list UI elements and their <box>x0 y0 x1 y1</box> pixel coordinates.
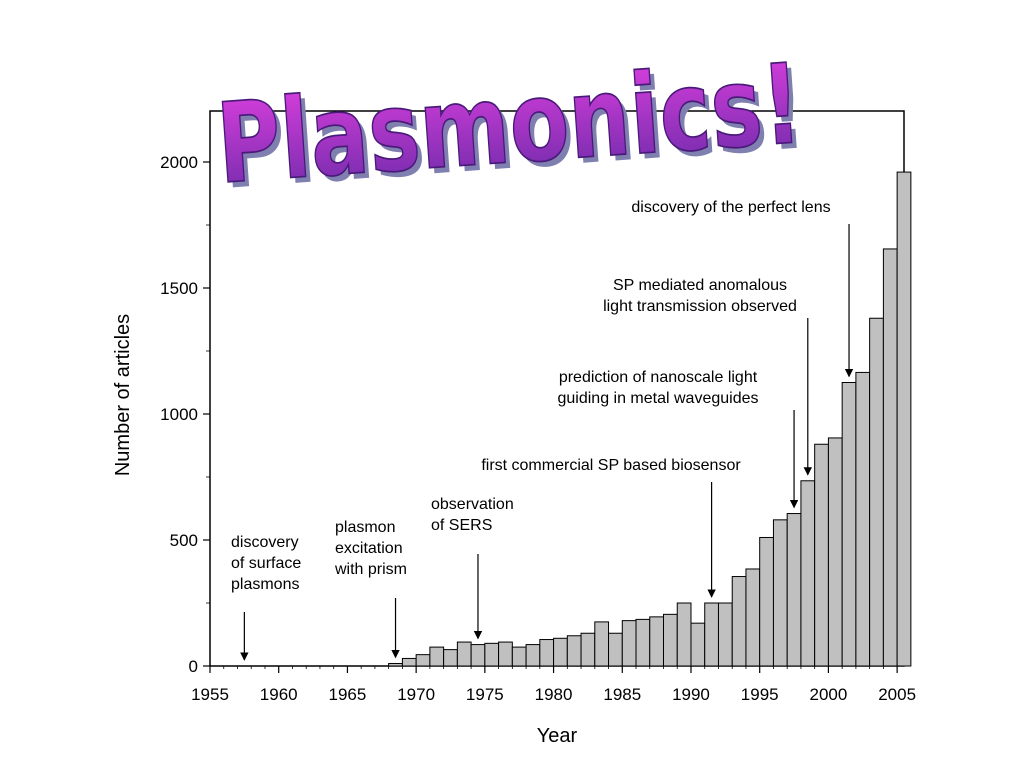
annotation-text: guiding in metal waveguides <box>557 390 758 407</box>
bar-1973 <box>456 641 472 667</box>
bar-2002 <box>855 371 871 667</box>
bar-1993 <box>731 576 747 667</box>
headline-wordart: Plasmonics! Plasmonics! <box>212 40 810 215</box>
y-tick-label: 1000 <box>160 405 198 424</box>
annotation-1: discovery of surface plasmons <box>231 534 301 661</box>
bar-2003 <box>869 317 884 667</box>
annotation-text: light transmission observed <box>603 298 797 315</box>
bar-1992 <box>717 602 733 667</box>
annotation-3: observation of SERS <box>431 496 514 640</box>
x-axis-title: Year <box>537 725 578 747</box>
bar-1988 <box>663 613 678 667</box>
bar-1980 <box>553 637 568 667</box>
annotation-text: SP mediated anomalous <box>613 277 787 294</box>
bar-1989 <box>676 602 692 667</box>
bar-1990 <box>690 622 706 667</box>
annotation-text: first commercial SP based biosensor <box>481 457 741 474</box>
bar-1994 <box>745 568 761 667</box>
x-tick-label: 1995 <box>741 685 779 704</box>
y-tick-label: 0 <box>189 657 198 676</box>
bar-1983 <box>594 621 610 667</box>
bar-2001 <box>841 382 857 667</box>
bar-1978 <box>525 644 541 667</box>
bar-1995 <box>759 536 774 667</box>
bar-1976 <box>498 641 513 667</box>
bar-1977 <box>511 646 527 667</box>
x-tick-label: 1955 <box>191 685 229 704</box>
bar-1981 <box>566 635 582 667</box>
x-tick-label: 1965 <box>329 685 367 704</box>
y-tick-label: 2000 <box>160 153 198 172</box>
annotation-text: discovery <box>231 534 299 551</box>
annotation-5: prediction of nanoscale light guiding in … <box>557 369 799 509</box>
x-tick-label: 2000 <box>810 685 848 704</box>
annotation-text: discovery of the perfect lens <box>631 199 830 216</box>
y-axis: 0 500 1000 1500 2000 <box>160 153 210 676</box>
annotation-6: SP mediated anomalous light transmission … <box>603 277 812 476</box>
x-axis: 1955 1960 1965 1970 1975 1980 1985 1990 1995 2000… <box>191 666 916 704</box>
headline-text: Plasmonics! <box>213 40 806 209</box>
x-tick-label: 1985 <box>603 685 641 704</box>
x-tick-label: 1975 <box>466 685 504 704</box>
x-tick-label: 1990 <box>672 685 710 704</box>
bar-1991 <box>704 602 719 667</box>
bar-1979 <box>539 639 555 667</box>
bar-1972 <box>443 649 458 667</box>
bar-1998 <box>800 480 816 667</box>
x-tick-label: 1980 <box>535 685 573 704</box>
annotation-7: discovery of the perfect lens <box>631 199 854 378</box>
x-tick-label: 2005 <box>878 685 916 704</box>
bar-1999 <box>814 443 829 667</box>
bar-series <box>388 171 912 667</box>
annotation-text: with prism <box>334 561 407 578</box>
annotation-text: plasmons <box>231 576 299 593</box>
bar-1975 <box>484 642 500 667</box>
annotation-text: of surface <box>231 555 301 572</box>
y-axis-title: Number of articles <box>112 314 134 476</box>
annotation-text: plasmon <box>335 519 395 536</box>
annotations: discovery of surface plasmons plasmon excita… <box>231 199 854 661</box>
x-tick-label: 1970 <box>397 685 435 704</box>
y-tick-label: 500 <box>170 531 198 550</box>
x-tick-label: 1960 <box>260 685 298 704</box>
bar-1987 <box>649 616 665 667</box>
annotation-4: first commercial SP based biosensor <box>481 457 741 598</box>
bar-2004 <box>882 248 898 667</box>
annotation-text: observation <box>431 496 514 513</box>
annotation-2: plasmon excitation with prism <box>334 519 407 659</box>
bar-2005 <box>896 171 912 667</box>
bar-2000 <box>827 437 843 667</box>
bar-1970 <box>415 654 431 667</box>
bar-1969 <box>401 657 417 667</box>
bar-1985 <box>621 620 637 667</box>
bar-1984 <box>608 632 623 667</box>
bar-1997 <box>786 513 802 667</box>
bar-1982 <box>580 632 596 667</box>
bar-1974 <box>470 644 486 667</box>
annotation-text: of SERS <box>431 517 492 534</box>
annotation-text: excitation <box>335 540 403 557</box>
bar-1996 <box>772 519 788 667</box>
bar-1968 <box>388 662 403 667</box>
bar-1971 <box>429 646 445 667</box>
bar-1986 <box>635 618 651 667</box>
annotation-text: prediction of nanoscale light <box>559 369 758 386</box>
y-tick-label: 1500 <box>160 279 198 298</box>
